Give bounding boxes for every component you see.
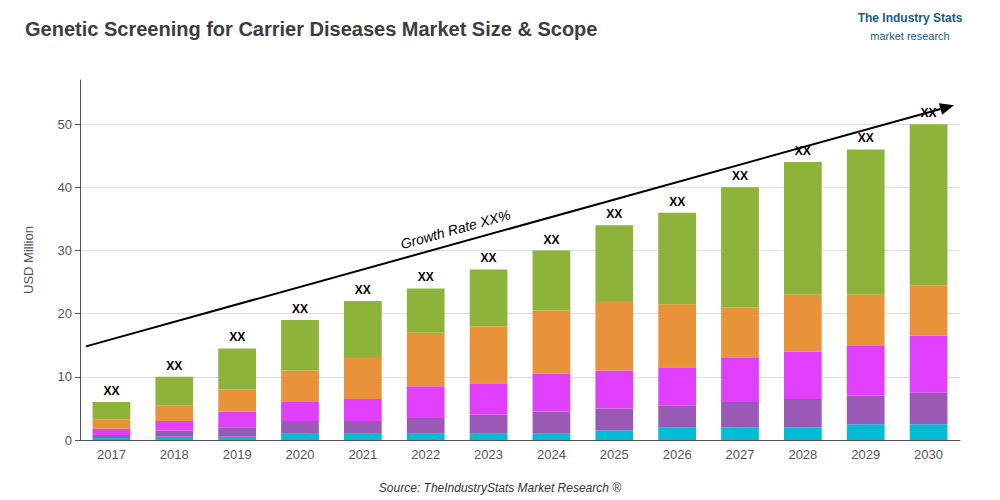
svg-text:2029: 2029 bbox=[851, 447, 880, 462]
svg-text:2028: 2028 bbox=[788, 447, 817, 462]
svg-text:XX: XX bbox=[355, 283, 371, 297]
svg-text:2026: 2026 bbox=[663, 447, 692, 462]
svg-text:2025: 2025 bbox=[600, 447, 629, 462]
svg-text:2027: 2027 bbox=[726, 447, 755, 462]
svg-text:30: 30 bbox=[58, 243, 72, 258]
svg-text:market research: market research bbox=[870, 30, 949, 42]
svg-text:Genetic Screening for Carrier: Genetic Screening for Carrier Diseases M… bbox=[25, 18, 597, 40]
svg-text:XX: XX bbox=[794, 144, 811, 159]
svg-text:XX: XX bbox=[920, 106, 937, 121]
svg-text:2019: 2019 bbox=[223, 447, 252, 462]
svg-text:XX: XX bbox=[292, 302, 308, 316]
svg-text:10: 10 bbox=[58, 369, 72, 384]
svg-text:XX: XX bbox=[481, 251, 497, 265]
svg-text:USD Million: USD Million bbox=[21, 226, 36, 294]
svg-text:XX: XX bbox=[229, 330, 245, 344]
svg-text:2024: 2024 bbox=[537, 447, 566, 462]
svg-text:2022: 2022 bbox=[411, 447, 440, 462]
svg-text:2018: 2018 bbox=[160, 447, 189, 462]
svg-text:Growth Rate XX%: Growth Rate XX% bbox=[399, 206, 513, 252]
svg-text:2020: 2020 bbox=[286, 447, 315, 462]
svg-text:50: 50 bbox=[58, 117, 72, 132]
svg-text:XX: XX bbox=[858, 131, 874, 145]
svg-text:2017: 2017 bbox=[97, 447, 126, 462]
svg-text:XX: XX bbox=[166, 359, 182, 373]
svg-text:0: 0 bbox=[65, 433, 72, 448]
svg-text:2030: 2030 bbox=[914, 447, 943, 462]
svg-text:XX: XX bbox=[418, 270, 434, 284]
svg-text:Source: TheIndustryStats Marke: Source: TheIndustryStats Market Research… bbox=[379, 481, 621, 495]
svg-text:XX: XX bbox=[606, 207, 622, 221]
svg-text:2021: 2021 bbox=[348, 447, 377, 462]
svg-text:2023: 2023 bbox=[474, 447, 503, 462]
svg-text:XX: XX bbox=[732, 169, 748, 183]
svg-text:XX: XX bbox=[543, 233, 559, 247]
svg-text:XX: XX bbox=[669, 195, 685, 209]
svg-text:The Industry Stats: The Industry Stats bbox=[858, 11, 963, 25]
svg-text:XX: XX bbox=[103, 384, 119, 398]
svg-text:40: 40 bbox=[58, 180, 72, 195]
svg-text:20: 20 bbox=[58, 306, 72, 321]
